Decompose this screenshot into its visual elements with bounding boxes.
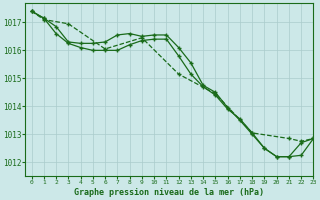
X-axis label: Graphe pression niveau de la mer (hPa): Graphe pression niveau de la mer (hPa) — [75, 188, 264, 197]
